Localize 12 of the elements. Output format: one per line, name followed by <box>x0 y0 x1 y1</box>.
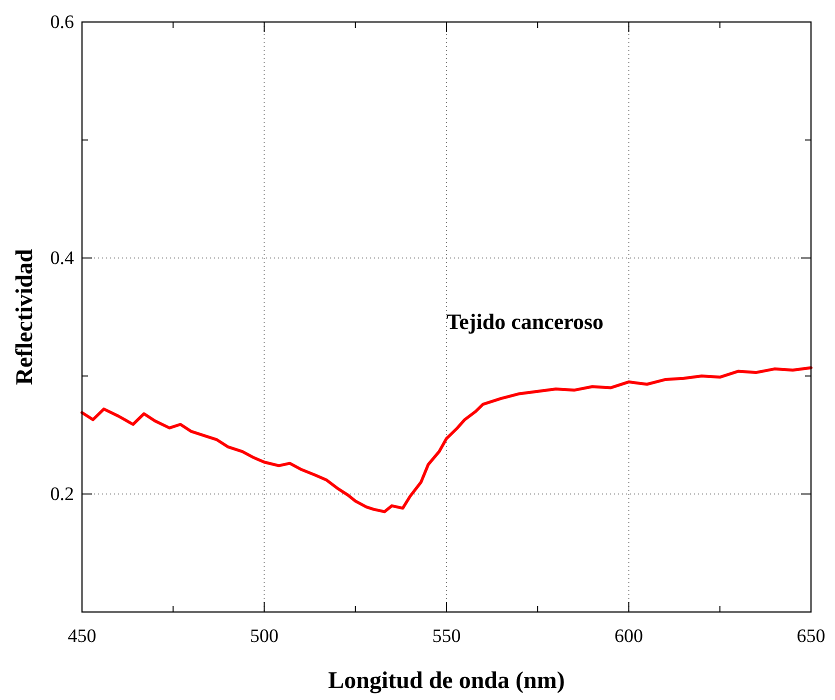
x-tick-label: 450 <box>68 626 96 647</box>
y-axis-title: Reflectividad <box>12 248 38 385</box>
line-series <box>80 366 812 514</box>
y-tick-label: 0.6 <box>50 12 74 33</box>
y-tick-label: 0.2 <box>50 484 74 505</box>
x-tick-label: 500 <box>250 626 278 647</box>
x-tick-label: 600 <box>614 626 643 647</box>
y-tick-label: 0.4 <box>50 248 74 269</box>
x-axis-title: Longitud de onda (nm) <box>328 668 565 694</box>
x-tick-label: 650 <box>796 626 826 647</box>
annotation: Tejido canceroso <box>446 308 604 334</box>
x-tick-label: 550 <box>432 626 461 647</box>
